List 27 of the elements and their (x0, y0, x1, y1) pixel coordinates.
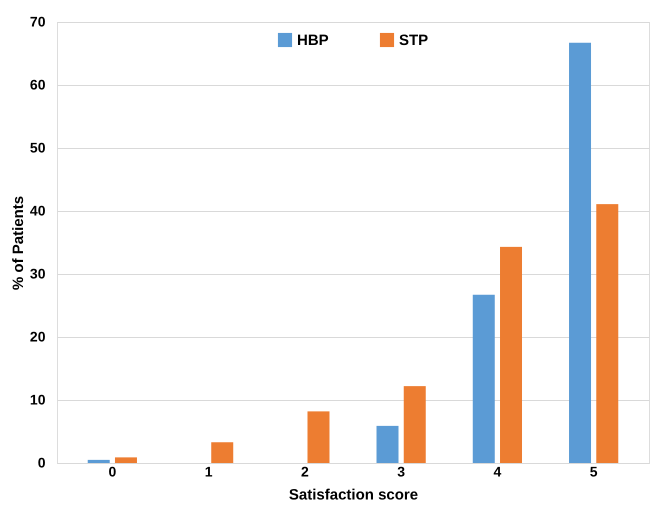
x-tick-label: 1 (204, 464, 213, 480)
y-tick-label: 60 (30, 76, 46, 92)
bar (114, 457, 137, 463)
y-tick-label: 10 (30, 392, 46, 408)
y-tick-label: 40 (30, 202, 46, 218)
y-tick-label: 70 (30, 14, 46, 30)
bar (211, 442, 234, 463)
y-tick-label: 30 (30, 266, 46, 282)
bar (88, 460, 110, 463)
x-tick-label: 4 (493, 464, 502, 480)
bar (404, 386, 426, 463)
x-tick-label: 5 (590, 464, 598, 480)
bar (472, 294, 495, 463)
y-tick-label: 50 (30, 140, 46, 156)
x-tick-label: 0 (108, 464, 116, 480)
x-tick-label: 2 (300, 464, 309, 480)
legend-label: HBP (297, 32, 329, 49)
bar (596, 204, 618, 463)
y-tick-label: 20 (30, 328, 46, 344)
y-axis-title: % of Patients (10, 196, 27, 290)
x-tick-label: 3 (397, 464, 406, 480)
x-axis-title: Satisfaction score (288, 486, 418, 504)
bar (569, 42, 592, 463)
bar (500, 246, 522, 463)
legend-label: STP (399, 32, 428, 49)
bar (376, 426, 399, 463)
bar (307, 411, 330, 463)
